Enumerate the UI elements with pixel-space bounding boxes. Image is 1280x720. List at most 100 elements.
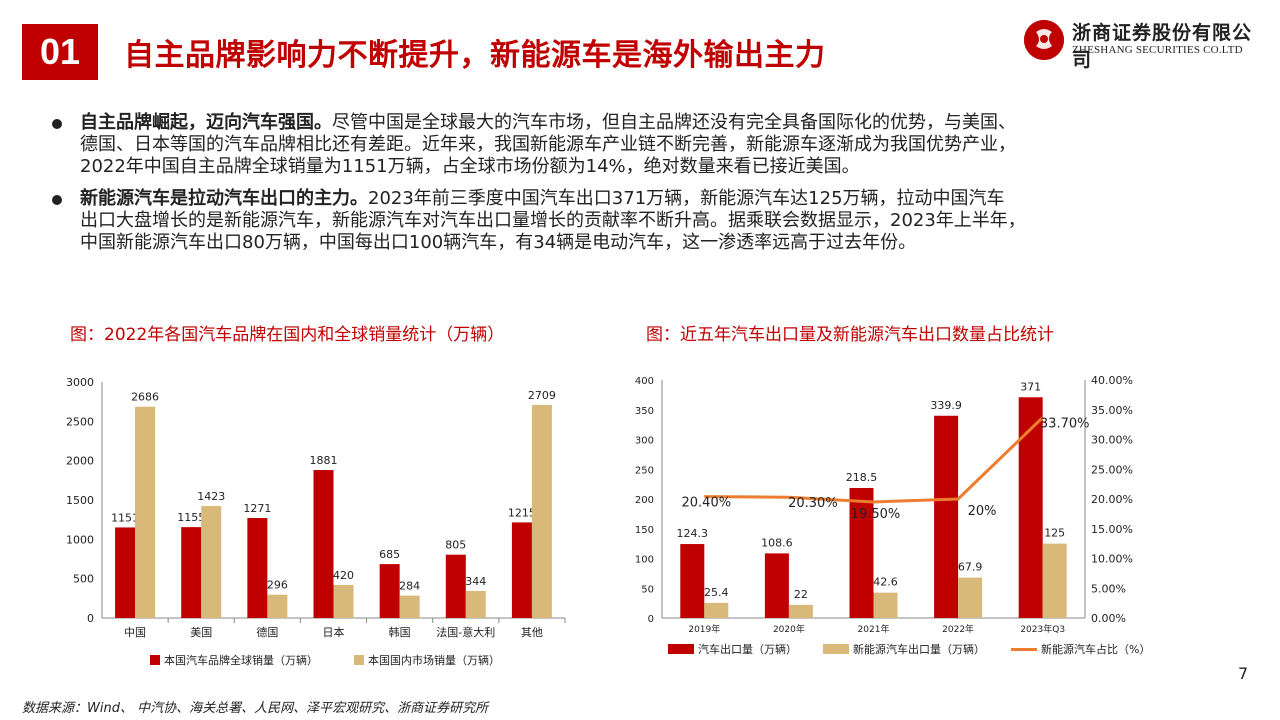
bar-global: [115, 527, 136, 618]
data-label: 685: [379, 548, 400, 561]
bar-global: [247, 518, 268, 618]
y-tick-label: 1500: [66, 494, 94, 507]
bullet-text: 中国新能源汽车出口80万辆，中国每出口100辆汽车，有34辆是电动汽车，这一渗透…: [80, 232, 917, 253]
data-label: 22: [794, 588, 808, 601]
bullet-text: 2022年中国自主品牌全球销量为1151万辆，占全球市场份额为14%，绝对数量来…: [80, 156, 860, 177]
legend-label-domestic: 本国国内市场销量（万辆）: [368, 654, 500, 667]
line-data-label: 33.70%: [1040, 416, 1090, 431]
y2-tick-label: 5.00%: [1091, 582, 1126, 595]
x-tick-label: 2021年: [858, 623, 890, 635]
data-label: 218.5: [846, 471, 878, 484]
slide-title: 自主品牌影响力不断提升，新能源车是海外输出主力: [124, 38, 826, 73]
bullet-list: 自主品牌崛起，迈向汽车强国。尽管中国是全球最大的汽车市场，但自主品牌还没有完全具…: [52, 112, 1202, 264]
bullet-heading: 自主品牌崛起，迈向汽车强国。: [80, 112, 332, 133]
bullet-text: 尽管中国是全球最大的汽车市场，但自主品牌还没有完全具备国际化的优势，与美国、: [332, 112, 1016, 133]
data-label: 67.9: [958, 561, 983, 574]
y2-tick-label: 0.00%: [1091, 612, 1126, 625]
bar-global: [445, 554, 466, 618]
data-label: 344: [465, 575, 486, 588]
data-label: 2686: [131, 391, 159, 404]
x-tick-label: 2019年: [688, 623, 720, 635]
line-data-label: 20%: [968, 504, 997, 519]
y-tick-label: 150: [635, 525, 654, 536]
bar-exports: [1018, 397, 1043, 618]
data-label: 25.4: [704, 586, 729, 599]
bar-domestic: [399, 595, 420, 618]
brand-sales-chart: 0 500 1000 1500 2000 2500 3000 中国 1151 2686 美国 1155…: [66, 376, 566, 639]
bar-domestic: [465, 590, 486, 618]
y-tick-label: 400: [635, 376, 654, 387]
nev-share-line: [704, 416, 1044, 504]
x-tick-label: 2020年: [773, 623, 805, 635]
legend-label-nev-exports: 新能源汽车出口量（万辆）: [853, 643, 985, 656]
logo-mark-icon: [1024, 20, 1064, 60]
data-label: 1215: [508, 506, 536, 519]
y2-tick-label: 10.00%: [1091, 553, 1133, 566]
x-tick-label: 日本: [323, 625, 345, 639]
legend-line-nev-share: [1011, 647, 1037, 651]
y-tick-label: 50: [641, 584, 654, 595]
data-label: 420: [333, 569, 354, 582]
bar-domestic: [135, 406, 156, 618]
bar-global: [511, 522, 532, 618]
bullet-heading: 新能源汽车是拉动汽车出口的主力。: [80, 188, 368, 209]
data-label: 108.6: [761, 536, 793, 549]
y2-tick-label: 40.00%: [1091, 374, 1133, 387]
bar-domestic: [267, 594, 288, 618]
x-tick-label: 中国: [124, 626, 146, 639]
bullet-dot-icon: [52, 119, 62, 129]
company-logo: 浙商证券股份有限公司 ZHESHANG SECURITIES CO.LTD: [1024, 16, 1256, 71]
data-source: 数据来源：Wind、 中汽协、海关总署、人民网、泽平宏观研究、浙商证券研究所: [22, 701, 489, 716]
x-tick-label: 德国: [256, 625, 278, 639]
bullet-text: 出口大盘增长的是新能源汽车，新能源汽车对汽车出口量增长的贡献率不断升高。据乘联会…: [80, 210, 1026, 231]
y2-tick-label: 15.00%: [1091, 523, 1133, 536]
bullet-dot-icon: [52, 195, 62, 205]
legend-label-global: 本国汽车品牌全球销量（万辆）: [164, 654, 318, 667]
data-label: 42.6: [873, 576, 898, 589]
data-label: 124.3: [677, 527, 709, 540]
bar-nev-exports: [788, 604, 813, 618]
bar-exports: [849, 487, 874, 618]
logo-name-en: ZHESHANG SECURITIES CO.LTD: [1072, 44, 1243, 56]
y-tick-label: 2500: [66, 415, 94, 428]
y2-tick-label: 25.00%: [1091, 463, 1133, 476]
y-tick-label: 500: [73, 573, 94, 586]
x-tick-label: 2022年: [942, 623, 974, 635]
bar-nev-exports: [1042, 543, 1067, 618]
bullet-item: 自主品牌崛起，迈向汽车强国。尽管中国是全球最大的汽车市场，但自主品牌还没有完全具…: [52, 112, 1202, 178]
bar-domestic: [531, 404, 552, 618]
data-label: 371: [1020, 380, 1041, 393]
bar-exports: [934, 415, 959, 618]
data-label: 2709: [528, 389, 556, 402]
y2-tick-label: 30.00%: [1091, 434, 1133, 447]
legend-swatch-nev-exports: [823, 644, 849, 654]
chart2-legend: 汽车出口量（万辆） 新能源汽车出口量（万辆） 新能源汽车占比（%）: [668, 641, 1150, 657]
page-number: 7: [1238, 664, 1249, 683]
data-label: 1155: [177, 511, 205, 524]
data-label: 805: [445, 539, 466, 552]
export-trend-chart: 0 50 100 150 200 250 300 350 400 0.00% 5.00% 10.00%…: [635, 374, 1133, 635]
data-label: 1271: [243, 502, 271, 515]
bar-nev-exports: [873, 592, 898, 618]
y-tick-label: 3000: [66, 376, 94, 389]
bullet-text: 2023年前三季度中国汽车出口371万辆，新能源汽车达125万辆，拉动中国汽车: [368, 188, 1005, 209]
legend-label-exports: 汽车出口量（万辆）: [698, 643, 797, 656]
bar-global: [379, 564, 400, 618]
y-tick-label: 350: [635, 406, 654, 417]
bullet-text: 德国、日本等国的汽车品牌相比还有差距。近年来，我国新能源车产业链不断完善，新能源…: [80, 134, 1016, 155]
bar-exports: [764, 553, 789, 618]
y-tick-label: 200: [635, 495, 654, 506]
bar-nev-exports: [958, 577, 983, 618]
legend-swatch-exports: [668, 644, 694, 654]
y-tick-label: 1000: [66, 533, 94, 546]
legend-swatch-domestic: [354, 655, 364, 665]
chart-title-brand-sales: 图：2022年各国汽车品牌在国内和全球销量统计（万辆）: [70, 325, 505, 345]
bar-domestic: [201, 506, 222, 618]
data-label: 125: [1044, 527, 1065, 540]
section-number: 01: [22, 24, 98, 80]
y-tick-label: 2000: [66, 455, 94, 468]
y-tick-label: 100: [635, 555, 654, 566]
chart-title-exports: 图：近五年汽车出口量及新能源汽车出口数量占比统计: [646, 325, 1054, 345]
y2-tick-label: 20.00%: [1091, 493, 1133, 506]
y-tick-label: 0: [648, 614, 654, 625]
